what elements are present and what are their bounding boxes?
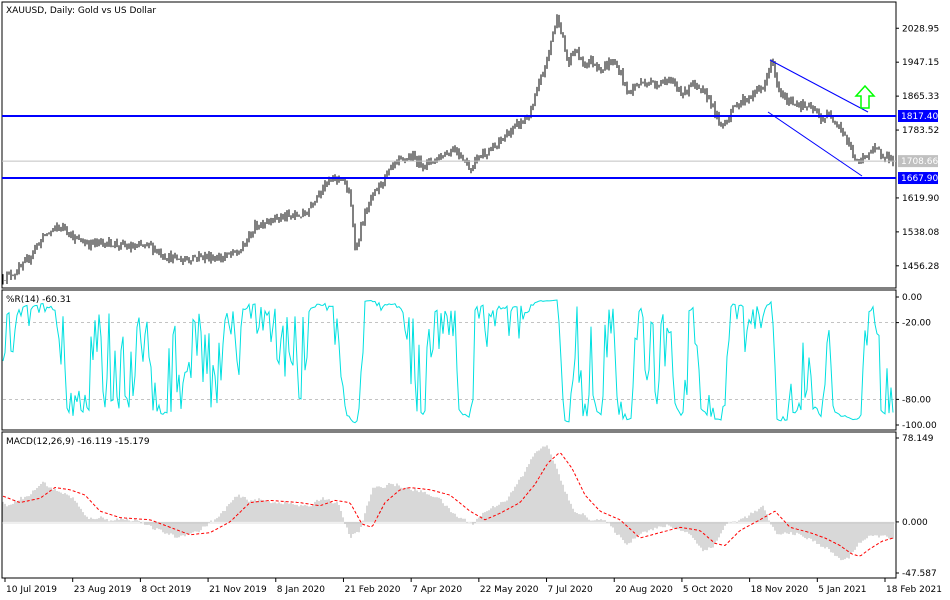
williams-r-axis-label: -100.00 <box>902 421 937 431</box>
macd-title: MACD(12,26,9) -16.119 -15.179 <box>6 437 150 447</box>
descending-channel <box>767 59 869 177</box>
price-axis-label: 1538.08 <box>902 228 939 238</box>
time-axis-label: 18 Feb 2021 <box>886 585 942 595</box>
time-axis-label: 22 May 2020 <box>480 585 539 595</box>
price-level-tag <box>898 155 938 168</box>
price-level-tag <box>898 172 938 185</box>
time-axis-label: 23 Aug 2019 <box>74 585 132 595</box>
price-axis-label: 1456.28 <box>902 262 939 272</box>
macd-histogram <box>2 445 894 561</box>
up-arrow-annotation <box>854 84 876 109</box>
williams-r-title: %R(14) -60.31 <box>6 295 71 305</box>
channel-upper-line <box>769 59 869 113</box>
macd-axis-label: -47.587 <box>902 569 937 579</box>
williams-r-axis: 0.00 -20.00 -80.00 -100.00 <box>896 293 937 431</box>
price-level-tag <box>898 110 938 123</box>
macd-axis-label: 0.000 <box>902 518 928 528</box>
time-axis-label: 18 Nov 2020 <box>751 585 809 595</box>
price-axis-label: 1783.52 <box>902 126 939 136</box>
price-axis-label: 1619.90 <box>902 194 939 204</box>
williams-r-axis-label: 0.00 <box>902 293 922 303</box>
macd-panel-frame <box>1 431 897 579</box>
time-axis-label: 7 Jul 2020 <box>548 585 593 595</box>
price-levels-layer: 1817.40 1667.90 1708.66 <box>2 110 938 185</box>
williams-r-panel-frame <box>1 289 897 431</box>
williams-r-line <box>2 299 894 424</box>
williams-r-axis-label: -80.00 <box>902 395 931 405</box>
price-level-label: 1708.66 <box>901 157 938 167</box>
price-panel-frame <box>1 1 897 289</box>
price-axis: 2028.95 1947.15 1865.33 1783.52 1619.90 1538.… <box>896 24 939 272</box>
price-title: XAUUSD, Daily: Gold vs US Dollar <box>6 6 156 16</box>
time-axis-label: 21 Nov 2019 <box>209 585 267 595</box>
time-axis-label: 8 Oct 2019 <box>141 585 191 595</box>
time-axis-label: 7 Apr 2020 <box>412 585 462 595</box>
price-axis-label: 1947.15 <box>902 58 939 68</box>
macd-axis: 78.149 0.000 -47.587 <box>896 434 937 579</box>
price-axis-label: 1865.33 <box>902 92 939 102</box>
time-axis-label: 20 Aug 2020 <box>615 585 673 595</box>
williams-r-axis-label: -20.00 <box>902 319 931 329</box>
time-axis-label: 5 Jan 2021 <box>818 585 866 595</box>
channel-lower-line <box>767 111 863 177</box>
price-level-label: 1667.90 <box>901 174 938 184</box>
time-axis-label: 8 Jan 2020 <box>277 585 325 595</box>
macd-axis-label: 78.149 <box>902 434 934 444</box>
time-axis: 10 Jul 2019 23 Aug 2019 8 Oct 2019 21 Nov 2… <box>4 578 942 595</box>
price-axis-label: 2028.95 <box>902 24 939 34</box>
time-axis-label: 5 Oct 2020 <box>683 585 733 595</box>
time-axis-label: 10 Jul 2019 <box>6 585 57 595</box>
price-level-label: 1817.40 <box>901 112 938 122</box>
time-axis-label: 21 Feb 2020 <box>344 585 400 595</box>
macd-signal-line <box>2 452 894 557</box>
williams-r-levels <box>3 322 896 400</box>
